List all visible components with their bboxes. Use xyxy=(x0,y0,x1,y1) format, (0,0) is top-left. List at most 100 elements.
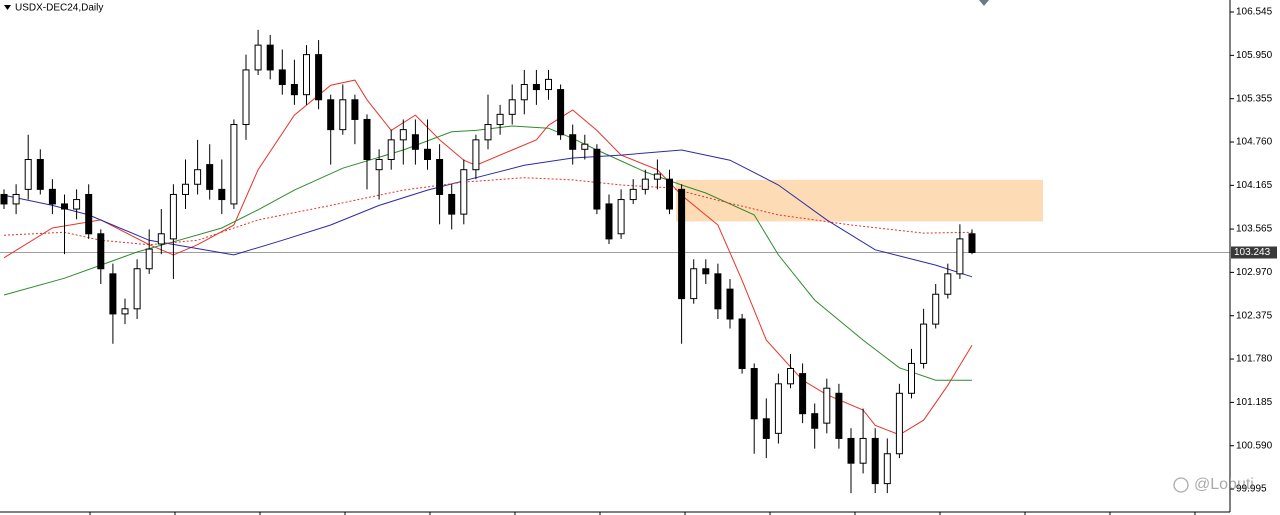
candle-body xyxy=(242,69,250,126)
candle-body xyxy=(920,323,928,364)
candle-body xyxy=(605,203,613,240)
candle-body xyxy=(932,293,940,325)
y-tick-label: 100.590 xyxy=(1236,440,1273,451)
candle-body xyxy=(315,54,323,101)
candle-body xyxy=(883,453,891,485)
candle-body xyxy=(327,99,335,131)
candle-body xyxy=(145,248,153,270)
candle-body xyxy=(12,193,20,205)
candle-body xyxy=(133,268,141,310)
y-tick-label: 105.355 xyxy=(1236,93,1273,104)
candle-body xyxy=(182,183,189,195)
candle-layer xyxy=(0,29,976,494)
candle-body xyxy=(690,268,698,300)
watermark-text: @Lobuti xyxy=(1194,476,1254,493)
candle-body xyxy=(206,164,214,190)
candle-body xyxy=(290,83,298,96)
candle-body xyxy=(762,418,770,439)
candle-body xyxy=(472,139,480,171)
candle-body xyxy=(36,158,44,190)
supply-zone xyxy=(676,179,1043,222)
candle-body xyxy=(714,273,722,310)
candle-body xyxy=(557,89,565,136)
candle-body xyxy=(811,413,819,429)
candle-body xyxy=(726,288,734,320)
candle-body xyxy=(230,124,238,205)
candle-body xyxy=(121,308,129,315)
y-tick-label: 103.565 xyxy=(1236,224,1273,235)
watermark: @Lobuti xyxy=(1173,476,1254,493)
candle-body xyxy=(629,188,637,201)
candle-body xyxy=(424,148,431,160)
candle-body xyxy=(835,392,843,439)
candle-body xyxy=(448,193,456,215)
candle-body xyxy=(666,178,673,210)
candle-body xyxy=(702,268,710,275)
candle-body xyxy=(895,392,903,455)
candle-body xyxy=(399,129,407,141)
chart-title: USDX-DEC24,Daily xyxy=(15,3,103,14)
symbol-menu-icon[interactable] xyxy=(4,5,11,10)
candle-body xyxy=(678,188,686,300)
candle-body xyxy=(169,193,177,240)
candle-body xyxy=(944,273,952,295)
y-tick-label: 101.780 xyxy=(1236,354,1273,365)
zone-layer xyxy=(676,179,1043,222)
candle-body xyxy=(593,148,601,210)
candle-body xyxy=(956,238,964,275)
shift-marker xyxy=(979,0,989,6)
y-tick-label: 105.950 xyxy=(1236,50,1273,61)
candle-body xyxy=(97,233,105,270)
candle-body xyxy=(508,99,516,115)
candle-body xyxy=(653,173,661,180)
candle-body xyxy=(641,178,649,190)
candle-body xyxy=(254,44,262,71)
y-tick-label: 104.165 xyxy=(1236,180,1273,191)
candle-body xyxy=(61,203,68,210)
last-price-label: 103.243 xyxy=(1234,247,1271,258)
candle-body xyxy=(218,188,226,201)
candle-body xyxy=(85,193,93,235)
last-price-box xyxy=(1231,246,1277,259)
candle-body xyxy=(436,158,444,195)
candle-body xyxy=(581,143,589,150)
candle-body xyxy=(496,113,504,126)
candle-body xyxy=(738,318,746,370)
candle-body xyxy=(871,437,879,485)
y-tick-label: 106.545 xyxy=(1236,7,1273,18)
candle-body xyxy=(532,83,540,91)
candle-body xyxy=(278,69,286,85)
candle-body xyxy=(484,124,492,141)
candle-body xyxy=(520,83,528,101)
candle-body xyxy=(351,99,359,120)
y-tick-label: 102.375 xyxy=(1236,310,1273,321)
y-tick-label: 104.760 xyxy=(1236,137,1273,148)
candle-body xyxy=(799,373,807,415)
candle-body xyxy=(375,158,383,171)
candle-body xyxy=(847,437,855,464)
y-tick-label: 99.995 xyxy=(1236,484,1267,495)
candle-body xyxy=(968,233,976,254)
candle-body xyxy=(266,44,274,71)
watermark-logo xyxy=(1173,477,1189,493)
candle-body xyxy=(787,368,794,385)
candle-body xyxy=(823,387,831,424)
candle-body xyxy=(194,169,202,185)
candle-body xyxy=(73,199,81,210)
candle-body xyxy=(109,273,117,315)
y-tick-label: 102.970 xyxy=(1236,267,1273,278)
candle-body xyxy=(411,134,419,150)
candle-body xyxy=(460,169,468,215)
moving-average-line xyxy=(3,125,972,381)
y-tick-label: 101.185 xyxy=(1236,397,1273,408)
candle-body xyxy=(303,54,310,96)
candle-body xyxy=(859,437,867,464)
candle-body xyxy=(908,362,915,394)
candle-body xyxy=(0,193,8,205)
candle-body xyxy=(157,233,165,245)
candle-body xyxy=(363,118,371,160)
